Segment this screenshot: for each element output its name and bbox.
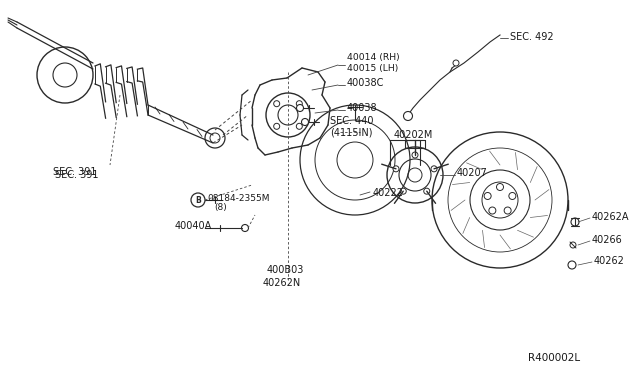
Circle shape <box>403 112 413 121</box>
Circle shape <box>412 152 418 158</box>
Text: 40040A: 40040A <box>175 221 212 231</box>
Circle shape <box>453 60 459 66</box>
Circle shape <box>393 166 399 172</box>
Text: B: B <box>195 196 201 205</box>
Circle shape <box>568 261 576 269</box>
Text: SEC. 492: SEC. 492 <box>510 32 554 42</box>
Text: 40222: 40222 <box>373 188 404 198</box>
Circle shape <box>301 119 308 125</box>
Circle shape <box>296 101 302 107</box>
Circle shape <box>497 183 504 190</box>
Text: 40014 (RH)
40015 (LH): 40014 (RH) 40015 (LH) <box>347 53 399 73</box>
Circle shape <box>274 123 280 129</box>
Text: 400B03: 400B03 <box>266 265 304 275</box>
Circle shape <box>504 207 511 214</box>
Text: 40202M: 40202M <box>394 130 433 140</box>
Text: SEC. 440
(4115IN): SEC. 440 (4115IN) <box>330 116 374 138</box>
Circle shape <box>241 224 248 231</box>
Circle shape <box>484 192 491 199</box>
Text: SEC. 391: SEC. 391 <box>55 170 99 180</box>
Circle shape <box>296 123 302 129</box>
Circle shape <box>570 242 576 248</box>
Text: 40262: 40262 <box>594 256 625 266</box>
Text: 40038C: 40038C <box>347 78 385 88</box>
Text: 08184-2355M: 08184-2355M <box>207 193 269 202</box>
Circle shape <box>571 218 579 226</box>
Circle shape <box>274 101 280 107</box>
Text: R400002L: R400002L <box>528 353 580 363</box>
Text: (8): (8) <box>214 202 227 212</box>
Circle shape <box>400 188 406 194</box>
Circle shape <box>424 188 429 194</box>
Circle shape <box>509 192 516 199</box>
Circle shape <box>431 166 437 172</box>
Text: 40038: 40038 <box>347 103 378 113</box>
Text: 40207: 40207 <box>457 168 488 178</box>
Text: 40266: 40266 <box>592 235 623 245</box>
Text: 40262N: 40262N <box>263 278 301 288</box>
Text: SEC. 391: SEC. 391 <box>53 167 97 177</box>
Text: 40262A: 40262A <box>592 212 630 222</box>
Circle shape <box>296 105 303 112</box>
Circle shape <box>489 207 496 214</box>
